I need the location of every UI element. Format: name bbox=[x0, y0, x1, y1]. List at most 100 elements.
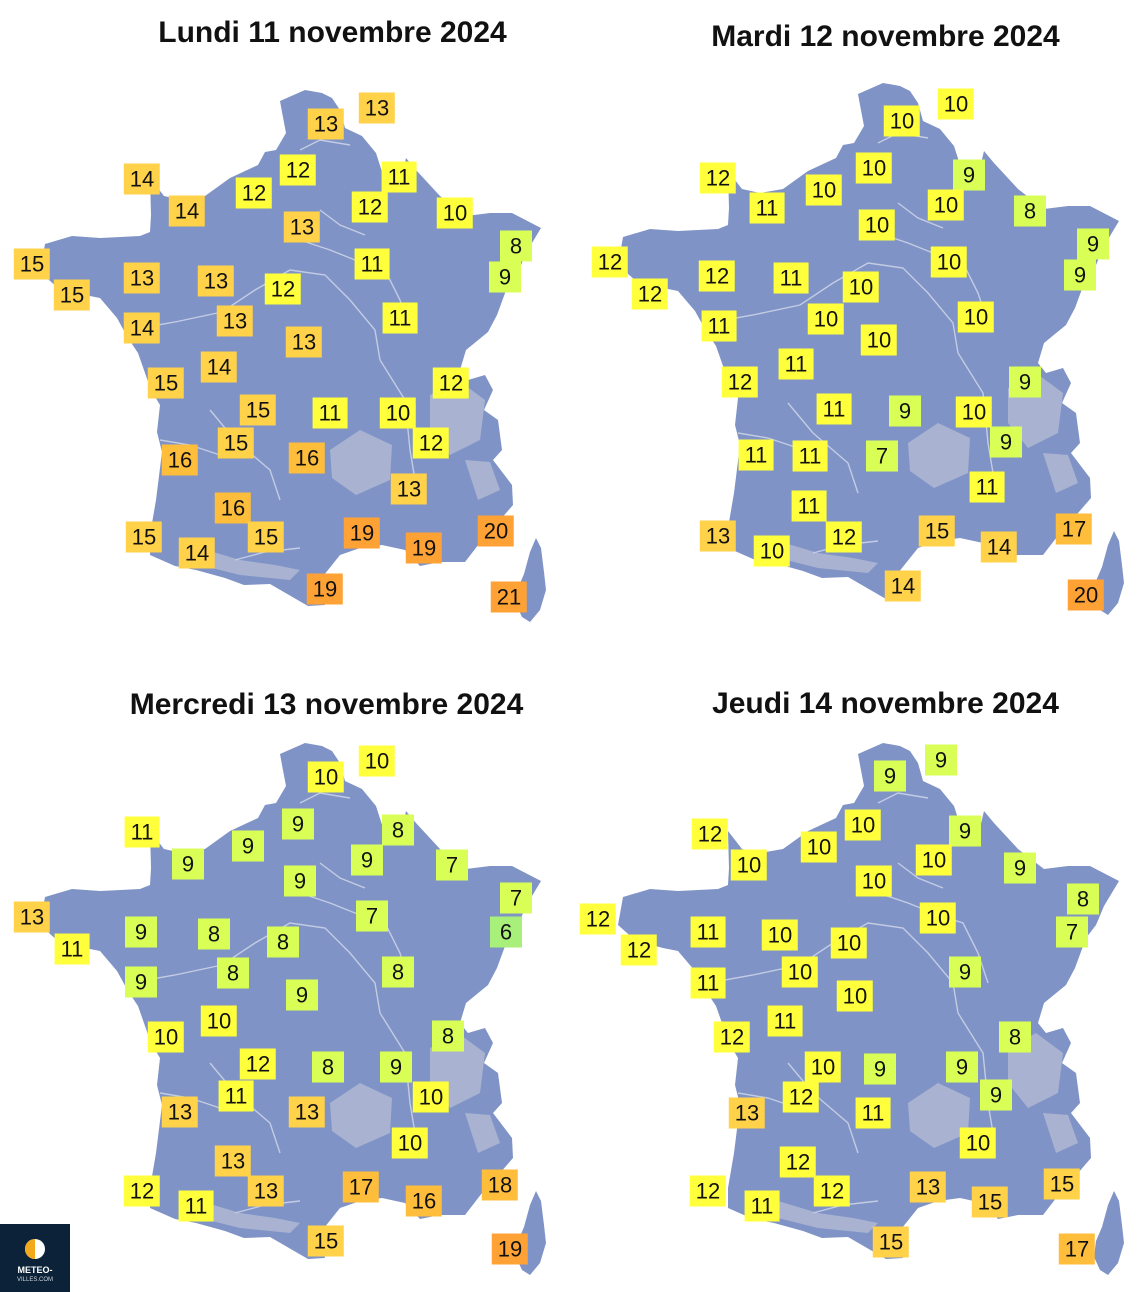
temperature-badge: 10 bbox=[836, 980, 874, 1012]
temperature-badge: 12 bbox=[698, 260, 736, 292]
temperature-badge: 15 bbox=[307, 1225, 345, 1257]
temperature-badge: 12 bbox=[713, 1021, 751, 1053]
temperature-badge: 10 bbox=[858, 209, 896, 241]
temperature-badge: 8 bbox=[500, 230, 532, 262]
temperature-badge: 8 bbox=[999, 1021, 1031, 1053]
temperature-badge: 15 bbox=[13, 248, 51, 280]
temperature-badge: 10 bbox=[730, 849, 768, 881]
sun-moon-icon bbox=[25, 1239, 45, 1259]
temperature-badge: 12 bbox=[631, 278, 669, 310]
meteo-villes-logo: METEO- VILLES.COM bbox=[0, 1224, 70, 1292]
temperature-badge: 11 bbox=[744, 1190, 780, 1222]
temperature-badge: 14 bbox=[123, 163, 161, 195]
temperature-badge: 12 bbox=[264, 273, 302, 305]
temperature-badge: 10 bbox=[927, 189, 965, 221]
temperature-badge: 13 bbox=[247, 1175, 285, 1207]
relief-area bbox=[1043, 453, 1078, 493]
temperature-badge: 10 bbox=[412, 1081, 450, 1113]
temperature-badge: 12 bbox=[782, 1081, 820, 1113]
temperature-badge: 9 bbox=[864, 1053, 896, 1085]
temperature-badge: 12 bbox=[123, 1175, 161, 1207]
panel-title: Mardi 12 novembre 2024 bbox=[711, 20, 1060, 53]
temperature-badge: 10 bbox=[919, 902, 957, 934]
temperature-badge: 18 bbox=[481, 1169, 519, 1201]
temperature-badge: 12 bbox=[591, 246, 629, 278]
temperature-badge: 13 bbox=[288, 1096, 326, 1128]
temperature-badge: 15 bbox=[125, 521, 163, 553]
river-line bbox=[957, 1012, 994, 1134]
temperature-badge: 15 bbox=[872, 1226, 910, 1258]
temperature-badge: 9 bbox=[889, 395, 921, 427]
temperature-badge: 13 bbox=[197, 265, 235, 297]
temperature-badge: 12 bbox=[825, 521, 863, 553]
temperature-badge: 11 bbox=[791, 490, 827, 522]
temperature-badge: 11 bbox=[749, 192, 785, 224]
relief-area bbox=[330, 1083, 392, 1148]
temperature-badge: 9 bbox=[990, 426, 1022, 458]
temperature-badge: 12 bbox=[279, 154, 317, 186]
temperature-badge: 11 bbox=[773, 262, 809, 294]
temperature-badge: 9 bbox=[953, 159, 985, 191]
temperature-badge: 11 bbox=[218, 1080, 254, 1112]
river-line bbox=[299, 792, 351, 804]
temperature-badge: 11 bbox=[778, 348, 814, 380]
temperature-badge: 9 bbox=[1009, 366, 1041, 398]
relief-area bbox=[778, 541, 878, 573]
temperature-badge: 10 bbox=[883, 105, 921, 137]
temperature-badge: 9 bbox=[125, 916, 157, 948]
temperature-badge: 8 bbox=[198, 918, 230, 950]
temperature-badge: 12 bbox=[779, 1146, 817, 1178]
temperature-badge: 9 bbox=[489, 261, 521, 293]
temperature-badge: 9 bbox=[232, 830, 264, 862]
temperature-badge: 10 bbox=[830, 927, 868, 959]
temperature-badge: 12 bbox=[351, 191, 389, 223]
panel-title: Jeudi 14 novembre 2024 bbox=[712, 687, 1059, 720]
temperature-badge: 20 bbox=[477, 515, 515, 547]
temperature-badge: 10 bbox=[842, 271, 880, 303]
temperature-badge: 8 bbox=[432, 1020, 464, 1052]
temperature-badge: 13 bbox=[13, 901, 51, 933]
temperature-badge: 12 bbox=[699, 162, 737, 194]
river-line bbox=[787, 1062, 859, 1154]
temperature-badge: 9 bbox=[380, 1051, 412, 1083]
temperature-badge: 10 bbox=[955, 396, 993, 428]
temperature-badge: 11 bbox=[690, 916, 726, 948]
temperature-badge: 10 bbox=[805, 174, 843, 206]
temperature-badge: 12 bbox=[579, 903, 617, 935]
temperature-badge: 16 bbox=[405, 1185, 443, 1217]
temperature-badge: 12 bbox=[235, 177, 273, 209]
river-line bbox=[877, 792, 929, 804]
panel-monday: Lundi 11 novembre 2024 13 13 14 12 12 14 11 13 1… bbox=[0, 0, 569, 646]
temperature-badge: 12 bbox=[620, 934, 658, 966]
temperature-badge: 13 bbox=[285, 326, 323, 358]
temperature-badge: 8 bbox=[267, 926, 299, 958]
temperature-badge: 10 bbox=[200, 1005, 238, 1037]
temperature-badge: 12 bbox=[813, 1175, 851, 1207]
temperature-badge: 11 bbox=[738, 439, 774, 471]
temperature-badge: 15 bbox=[239, 394, 277, 426]
temperature-badge: 11 bbox=[816, 393, 852, 425]
temperature-badge: 12 bbox=[721, 366, 759, 398]
temperature-badge: 8 bbox=[217, 957, 249, 989]
river-line bbox=[299, 139, 351, 151]
temperature-badge: 11 bbox=[381, 161, 417, 193]
temperature-badge: 10 bbox=[855, 865, 893, 897]
temperature-badge: 11 bbox=[312, 397, 348, 429]
temperature-badge: 13 bbox=[699, 520, 737, 552]
temperature-badge: 9 bbox=[125, 966, 157, 998]
temperature-badge: 9 bbox=[1077, 228, 1109, 260]
temperature-badge: 10 bbox=[804, 1051, 842, 1083]
temperature-badge: 12 bbox=[412, 427, 450, 459]
temperature-badge: 9 bbox=[980, 1079, 1012, 1111]
temperature-badge: 9 bbox=[286, 979, 318, 1011]
temperature-badge: 10 bbox=[307, 761, 345, 793]
temperature-badge: 15 bbox=[971, 1186, 1009, 1218]
temperature-badge: 14 bbox=[178, 537, 216, 569]
river-line bbox=[897, 202, 944, 229]
river-line bbox=[737, 432, 799, 449]
temperature-badge: 9 bbox=[946, 1051, 978, 1083]
temperature-badge: 11 bbox=[969, 471, 1005, 503]
temperature-badge: 9 bbox=[874, 760, 906, 792]
temperature-badge: 7 bbox=[1056, 916, 1088, 948]
temperature-badge: 10 bbox=[915, 844, 953, 876]
